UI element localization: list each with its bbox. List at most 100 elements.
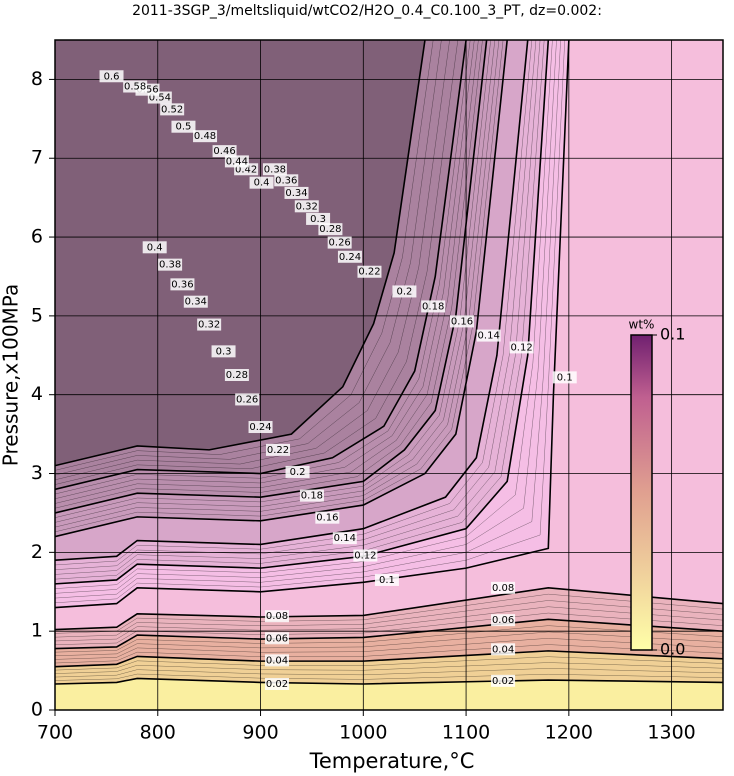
contour-label: 0.18 bbox=[421, 300, 446, 313]
contour-label-text: 0.08 bbox=[266, 611, 288, 622]
contour-label: 0.24 bbox=[248, 421, 273, 434]
contour-label-bg bbox=[315, 511, 340, 524]
contour-label-text: 0.36 bbox=[171, 279, 193, 290]
contour-label: 0.06 bbox=[491, 614, 516, 627]
contour-label-text: 0.18 bbox=[422, 301, 444, 312]
contour-label: 0.12 bbox=[509, 341, 534, 354]
contour-label-bg bbox=[212, 145, 237, 158]
x-axis-title: Temperature,°C bbox=[309, 749, 475, 773]
chart-title: 2011-3SGP_3/meltsliquid/wtCO2/H2O_0.4_C0… bbox=[132, 3, 602, 19]
colorbar-tick-label: 0.0 bbox=[660, 640, 685, 659]
contour-label-bg bbox=[294, 200, 319, 213]
contour-label-bg bbox=[449, 315, 474, 328]
x-tick-label: 700 bbox=[37, 722, 73, 744]
contour-label-bg bbox=[491, 581, 516, 594]
contour-label-bg bbox=[476, 329, 501, 342]
contour-label: 0.22 bbox=[266, 443, 291, 456]
contour-label: 0.22 bbox=[357, 265, 382, 278]
contour-label: 0.04 bbox=[264, 654, 289, 667]
contour-label-text: 0.3 bbox=[310, 214, 326, 225]
contour-label: 0.12 bbox=[353, 549, 378, 562]
contour-label-text: 0.4 bbox=[254, 178, 270, 189]
contour-label-bg bbox=[285, 465, 310, 478]
x-tick-label: 1000 bbox=[339, 722, 387, 744]
y-tick-label: 2 bbox=[31, 541, 43, 563]
contour-fill bbox=[55, 678, 723, 710]
contour-label-bg bbox=[158, 258, 183, 271]
contour-label-text: 0.4 bbox=[147, 242, 163, 253]
contour-label-bg bbox=[264, 677, 289, 690]
contour-label-bg bbox=[491, 643, 516, 656]
contour-label: 0.52 bbox=[160, 103, 185, 116]
x-tick-label: 800 bbox=[140, 722, 176, 744]
contour-label-bg bbox=[170, 278, 195, 291]
contour-label: 0.02 bbox=[264, 677, 289, 690]
contour-label-text: 0.32 bbox=[198, 320, 220, 331]
contour-label: 0.06 bbox=[264, 632, 289, 645]
y-tick-label: 5 bbox=[31, 304, 43, 326]
contour-label-bg bbox=[99, 70, 124, 83]
contour-label-text: 0.04 bbox=[266, 655, 288, 666]
contour-label: 0.38 bbox=[158, 258, 183, 271]
contour-label-bg bbox=[421, 300, 446, 313]
contour-label-text: 0.18 bbox=[301, 491, 323, 502]
minor-contour bbox=[55, 40, 459, 485]
contour-label: 0.5 bbox=[171, 120, 196, 133]
y-tick-label: 7 bbox=[31, 147, 43, 169]
contour-label-text: 0.3 bbox=[216, 346, 232, 357]
contour-label-text: 0.32 bbox=[296, 201, 318, 212]
contour-label: 0.34 bbox=[284, 186, 309, 199]
contour-label-text: 0.52 bbox=[161, 104, 183, 115]
contour-label-bg bbox=[235, 393, 260, 406]
contour-label-text: 0.34 bbox=[285, 188, 307, 199]
colorbar-tick-label: 0.1 bbox=[660, 325, 685, 344]
contour-label-text: 0.14 bbox=[334, 533, 356, 544]
contour-label: 0.08 bbox=[491, 581, 516, 594]
contour-label-text: 0.1 bbox=[379, 575, 395, 586]
contour-label-text: 0.54 bbox=[149, 93, 171, 104]
contour-label-bg bbox=[266, 443, 291, 456]
contour-label-text: 0.08 bbox=[492, 583, 514, 594]
contour-label: 0.58 bbox=[123, 80, 148, 93]
contour-label-text: 0.14 bbox=[478, 331, 500, 342]
colorbar-title: wt% bbox=[629, 318, 655, 332]
contour-label: 0.26 bbox=[235, 393, 260, 406]
contour-label-bg bbox=[353, 549, 378, 562]
contour-label-text: 0.06 bbox=[266, 633, 288, 644]
contour-label-text: 0.36 bbox=[275, 175, 297, 186]
contour-label-text: 0.2 bbox=[396, 286, 412, 297]
contour-label-bg bbox=[337, 250, 362, 263]
contour-label: 0.18 bbox=[299, 489, 324, 502]
contour-label-bg bbox=[552, 371, 577, 384]
contour-label-text: 0.38 bbox=[264, 164, 286, 175]
contour-label-text: 0.46 bbox=[213, 146, 235, 157]
contour-label-bg bbox=[306, 212, 331, 225]
overlay: 0.02 0.020.040.040.060.060.080.080.10.10.… bbox=[31, 39, 724, 744]
contour-label: 0.4 bbox=[142, 241, 167, 254]
contour-label-text: 0.24 bbox=[339, 252, 361, 263]
contour-label-text: 0.26 bbox=[236, 394, 258, 405]
contour-label-text: 0.58 bbox=[124, 82, 146, 93]
contour-label-bg bbox=[193, 130, 218, 143]
x-tick-label: 900 bbox=[242, 722, 278, 744]
contour-label: 0.1 bbox=[552, 371, 577, 384]
contour-label: 0.14 bbox=[332, 532, 357, 545]
y-tick-label: 6 bbox=[31, 226, 43, 248]
minor-contour bbox=[55, 40, 450, 481]
contour-label-text: 0.02 bbox=[492, 676, 514, 687]
contour-label: 0.2 bbox=[392, 285, 417, 298]
contour-label-bg bbox=[332, 532, 357, 545]
contour-label-bg bbox=[491, 614, 516, 627]
contour-label-bg bbox=[299, 489, 324, 502]
contour-label-bg bbox=[264, 610, 289, 623]
y-tick-label: 0 bbox=[31, 699, 43, 721]
contour-label: 0.46 bbox=[212, 145, 237, 158]
contour-label: 0.48 bbox=[193, 130, 218, 143]
x-tick-label: 1200 bbox=[545, 722, 593, 744]
contour-label: 0.28 bbox=[318, 223, 343, 236]
contour-label: 0.3 bbox=[306, 212, 331, 225]
x-tick-label: 1100 bbox=[442, 722, 490, 744]
colorbar bbox=[630, 334, 653, 651]
contour-label: 0.34 bbox=[183, 295, 208, 308]
